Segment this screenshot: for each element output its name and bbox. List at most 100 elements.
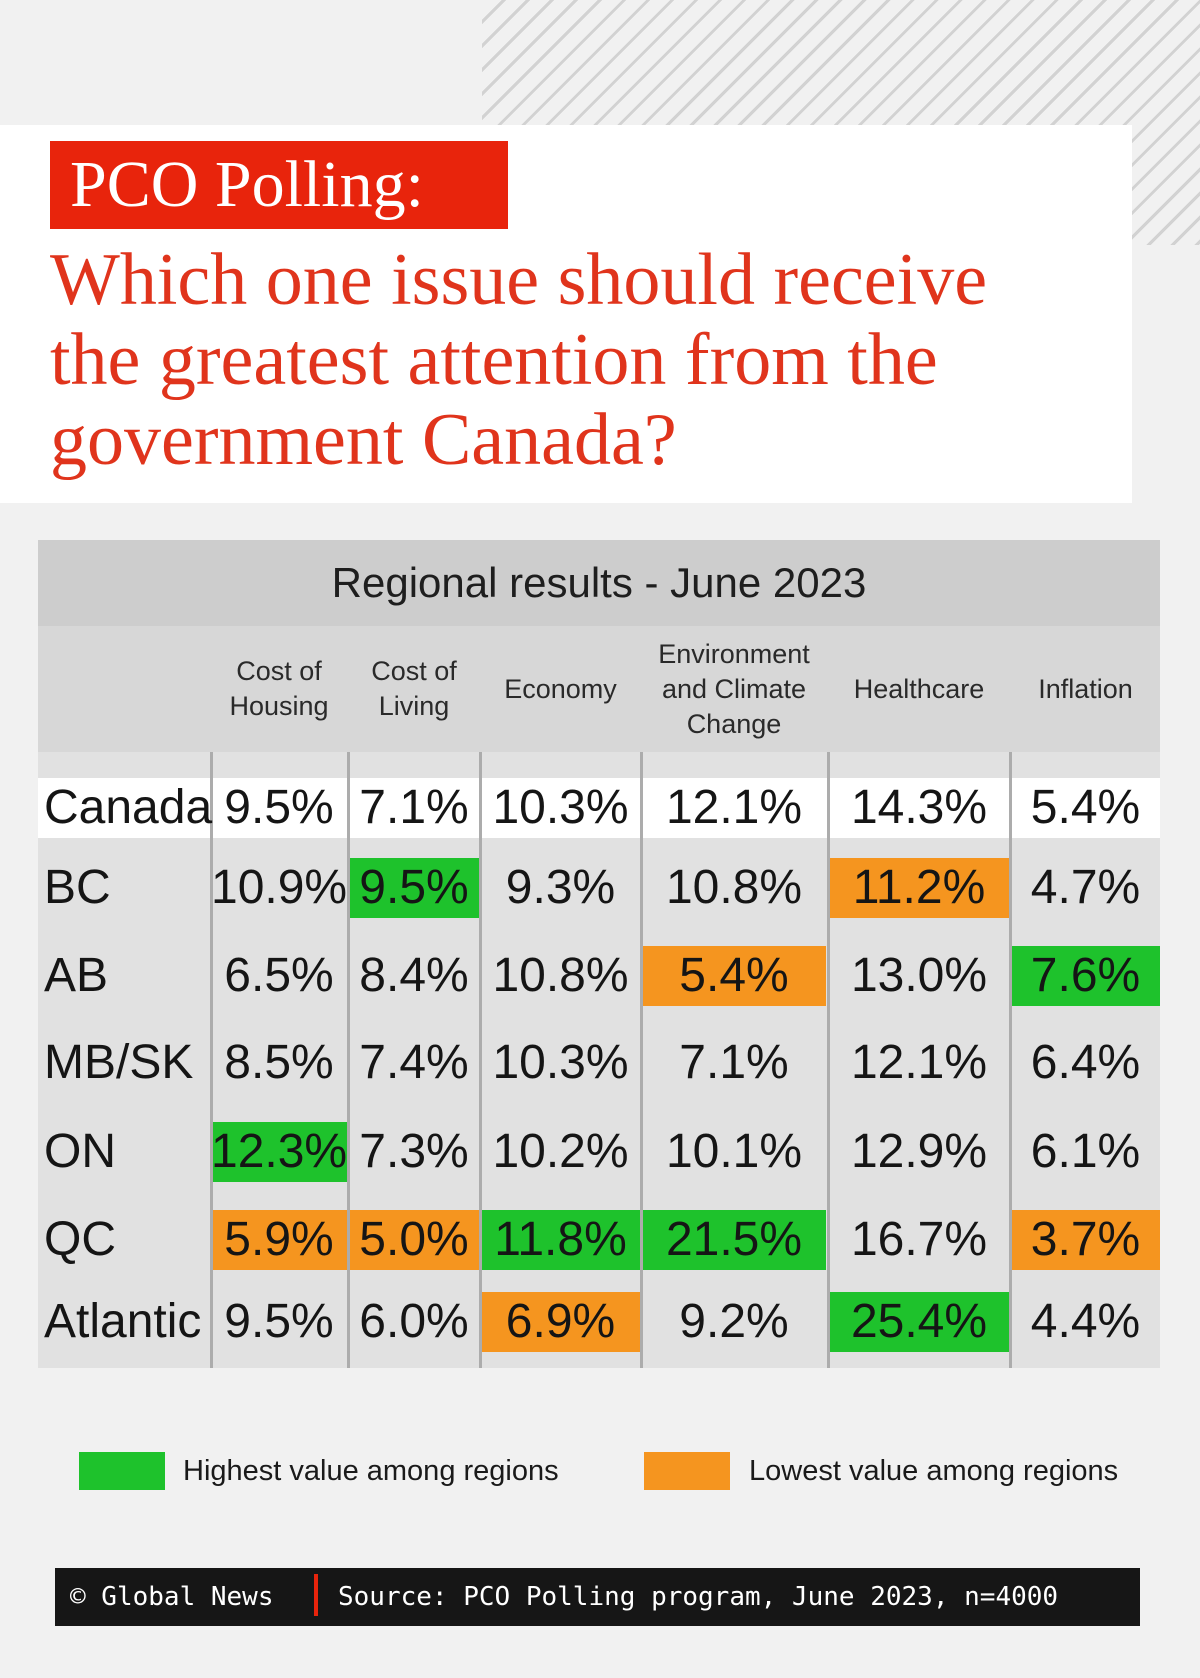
question-line: Which one issue should receive	[50, 239, 988, 321]
value-cell: 6.5%	[224, 949, 334, 1002]
value-cell: 10.9%	[211, 861, 348, 914]
value-cell: 10.2%	[492, 1125, 629, 1178]
value-cell: 6.4%	[1030, 1036, 1141, 1089]
column-header-line: Environment	[658, 638, 810, 669]
lowest-value-highlight	[481, 1292, 640, 1352]
value-cell: 3.7%	[1030, 1213, 1141, 1266]
column-header-line: Housing	[229, 691, 329, 721]
legend-lowest-swatch	[644, 1452, 730, 1490]
value-cell: 9.5%	[359, 861, 469, 914]
column-divider	[479, 752, 482, 1368]
column-header-line: Living	[378, 691, 450, 721]
value-cell: 5.0%	[359, 1213, 469, 1266]
column-header: Cost of Housing	[203, 626, 355, 752]
footer-divider	[314, 1574, 318, 1616]
value-cell: 7.3%	[359, 1125, 469, 1178]
column-divider	[827, 752, 830, 1368]
column-header-band	[38, 626, 1160, 752]
column-divider	[210, 752, 213, 1368]
value-cell: 9.3%	[505, 861, 616, 914]
column-header: Environment and Climate Change	[634, 626, 834, 752]
legend-highest-label: Highest value among regions	[183, 1455, 559, 1487]
column-header-line: Healthcare	[853, 673, 985, 704]
value-cell: 10.1%	[665, 1125, 803, 1178]
value-cell: 5.9%	[224, 1213, 334, 1266]
value-cell: 12.1%	[850, 1036, 988, 1089]
lowest-value-highlight	[642, 946, 826, 1006]
lowest-value-highlight	[349, 1210, 479, 1270]
footer-bar	[55, 1568, 1140, 1626]
value-cell: 10.8%	[665, 861, 803, 914]
value-cell: 9.5%	[224, 781, 334, 834]
pco-polling-tag: PCO Polling:	[50, 141, 508, 229]
value-cell: 6.0%	[359, 1295, 469, 1348]
value-cell: 7.1%	[359, 781, 469, 834]
question-line: the greatest attention from the	[50, 319, 938, 401]
table-title-band	[38, 540, 1160, 626]
legend-lowest-label: Lowest value among regions	[749, 1455, 1119, 1487]
value-cell: 6.1%	[1030, 1125, 1141, 1178]
value-cell: 7.6%	[1030, 949, 1141, 1002]
value-cell: 7.4%	[359, 1036, 469, 1089]
value-cell: 10.8%	[492, 949, 629, 1002]
column-header-line: Change	[686, 708, 782, 739]
column-header: Cost of Living	[341, 626, 487, 752]
row-label: BC	[44, 861, 111, 914]
footer-credit: © Global News	[70, 1582, 274, 1612]
column-header-line: and Climate	[661, 673, 807, 704]
column-header-line: Economy	[504, 673, 617, 704]
value-cell: 9.5%	[224, 1295, 334, 1348]
column-header-line: Inflation	[1038, 673, 1133, 704]
column-header-line: Cost of	[371, 656, 457, 686]
highest-value-highlight	[642, 1210, 826, 1270]
column-header: Inflation	[1003, 626, 1168, 752]
value-cell: 11.8%	[494, 1213, 627, 1266]
value-cell: 7.1%	[679, 1036, 789, 1089]
column-header: Healthcare	[821, 626, 1017, 752]
highest-value-highlight	[481, 1210, 640, 1270]
column-header: Economy	[473, 626, 648, 752]
value-cell: 12.1%	[665, 781, 803, 834]
highest-value-highlight	[211, 1122, 347, 1182]
column-divider	[347, 752, 350, 1368]
value-cell: 25.4%	[850, 1295, 988, 1348]
row-label: Atlantic	[44, 1295, 202, 1348]
lowest-value-highlight	[211, 1210, 347, 1270]
canada-row-highlight	[38, 778, 1160, 838]
value-cell: 5.4%	[679, 949, 789, 1002]
row-label: ON	[44, 1125, 116, 1178]
value-cell: 16.7%	[850, 1213, 988, 1266]
value-cell: 5.4%	[1030, 781, 1141, 834]
column-divider	[640, 752, 643, 1368]
row-label: MB/SK	[44, 1036, 194, 1089]
value-cell: 12.3%	[211, 1125, 348, 1178]
value-cell: 14.3%	[850, 781, 988, 834]
question-line: government Canada?	[50, 399, 677, 481]
value-cell: 21.5%	[665, 1213, 803, 1266]
footer-source: Source: PCO Polling program, June 2023, …	[338, 1582, 1059, 1612]
value-cell: 10.3%	[492, 781, 629, 834]
value-cell: 6.9%	[505, 1295, 616, 1348]
value-cell: 12.9%	[850, 1125, 988, 1178]
value-cell: 4.4%	[1030, 1295, 1141, 1348]
column-header-line: Cost of	[236, 656, 322, 686]
row-label: QC	[44, 1213, 116, 1266]
value-cell: 8.5%	[224, 1036, 334, 1089]
highest-value-highlight	[829, 1292, 1009, 1352]
column-divider	[1009, 752, 1012, 1368]
row-label: Canada	[44, 781, 213, 834]
row-label: AB	[44, 949, 109, 1002]
lowest-value-highlight	[829, 858, 1009, 918]
legend-highest-swatch	[79, 1452, 165, 1490]
lowest-value-highlight	[1011, 1210, 1160, 1270]
value-cell: 10.3%	[492, 1036, 629, 1089]
highest-value-highlight	[349, 858, 479, 918]
value-cell: 13.0%	[850, 949, 988, 1002]
question-heading: Which one issue should receive the great…	[50, 240, 1130, 480]
value-cell: 8.4%	[359, 949, 469, 1002]
value-cell: 4.7%	[1030, 861, 1141, 914]
highest-value-highlight	[1011, 946, 1160, 1006]
table-title: Regional results - June 2023	[331, 559, 867, 606]
value-cell: 9.2%	[679, 1295, 789, 1348]
value-cell: 11.2%	[852, 861, 986, 914]
